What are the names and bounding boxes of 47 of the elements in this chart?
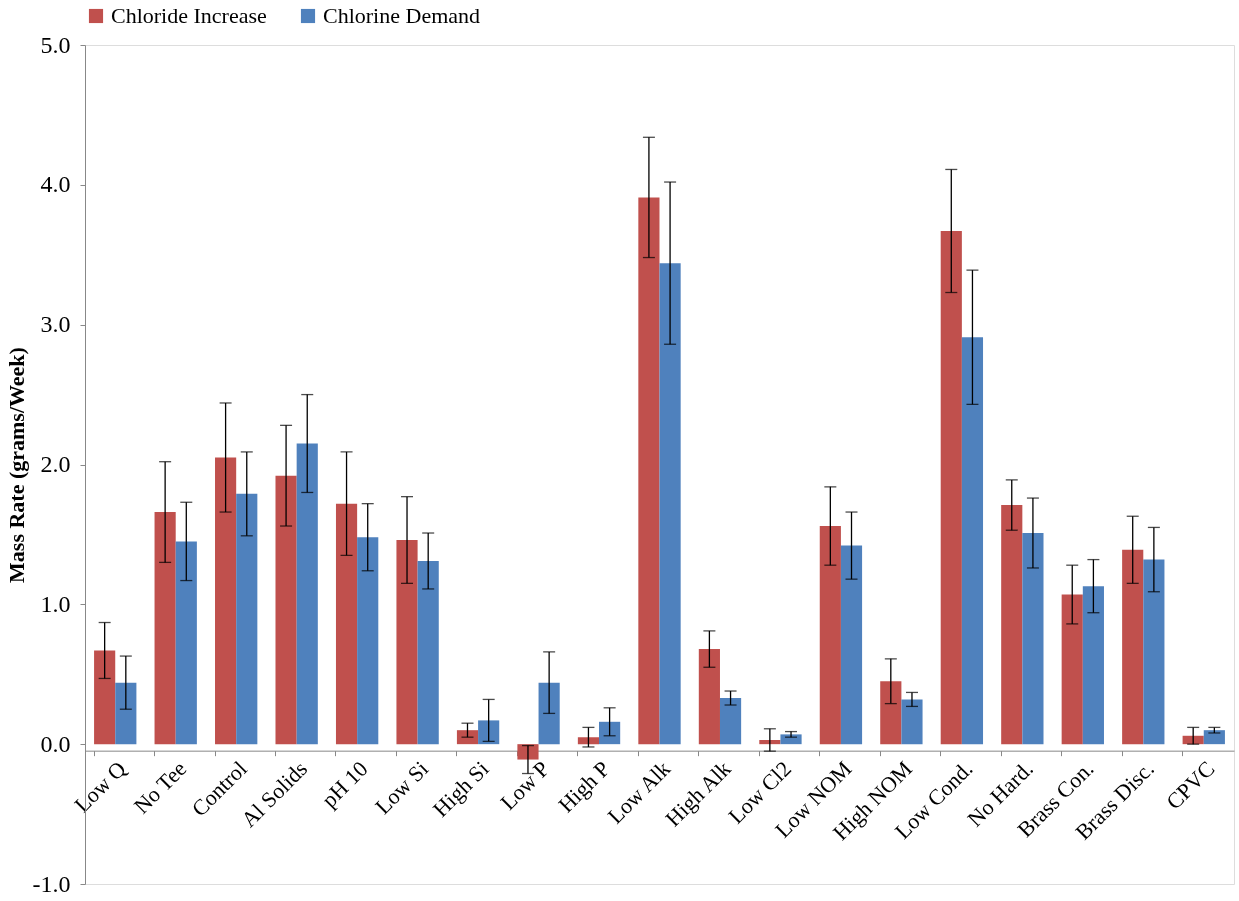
- y-tick-label: -1.0: [32, 870, 71, 897]
- bar: [719, 698, 742, 745]
- y-tick-label: 5.0: [40, 31, 71, 58]
- bar: [154, 512, 176, 745]
- bar: [236, 493, 258, 745]
- bar: [819, 526, 841, 745]
- y-tick-label: 3.0: [40, 311, 71, 338]
- bar: [456, 730, 479, 745]
- y-tick-label: 4.0: [40, 171, 71, 198]
- bar: [335, 503, 358, 745]
- bar: [940, 230, 962, 745]
- bar: [1001, 505, 1023, 745]
- bar: [901, 699, 923, 745]
- bar: [538, 682, 560, 745]
- y-tick-label: 2.0: [40, 451, 71, 477]
- bar: [417, 560, 439, 745]
- y-tick-label: 0.0: [40, 730, 71, 757]
- x-tick-label: No Tee: [128, 756, 192, 819]
- bar: [1122, 549, 1144, 745]
- bar: [638, 197, 660, 745]
- bar: [94, 650, 116, 745]
- bar: [1182, 735, 1204, 745]
- legend-label: Chloride Increase: [111, 3, 267, 28]
- y-tick-label: 1.0: [40, 590, 71, 617]
- bar: [1082, 586, 1104, 745]
- bar: [175, 541, 197, 745]
- y-axis-title: Mass Rate (grams/Week): [3, 347, 29, 583]
- bar: [659, 263, 681, 745]
- legend-label: Chlorine Demand: [323, 3, 481, 28]
- bar: [1143, 559, 1165, 745]
- bar: [840, 545, 863, 745]
- bar: [275, 475, 297, 745]
- bar: [1061, 594, 1083, 745]
- bar: [599, 721, 621, 745]
- bar: [357, 537, 379, 745]
- bar: [296, 443, 318, 745]
- bar: [698, 649, 720, 745]
- bar: [396, 540, 418, 745]
- bar: [478, 720, 500, 745]
- bar: [115, 682, 137, 745]
- x-tick-label: Low Q: [69, 755, 131, 818]
- bar: [1022, 533, 1044, 745]
- bar: [961, 337, 984, 745]
- x-tick-label: pH 10: [316, 756, 373, 813]
- bar: [215, 457, 237, 745]
- x-tick-label: Low P: [495, 756, 555, 815]
- bar: [880, 681, 902, 745]
